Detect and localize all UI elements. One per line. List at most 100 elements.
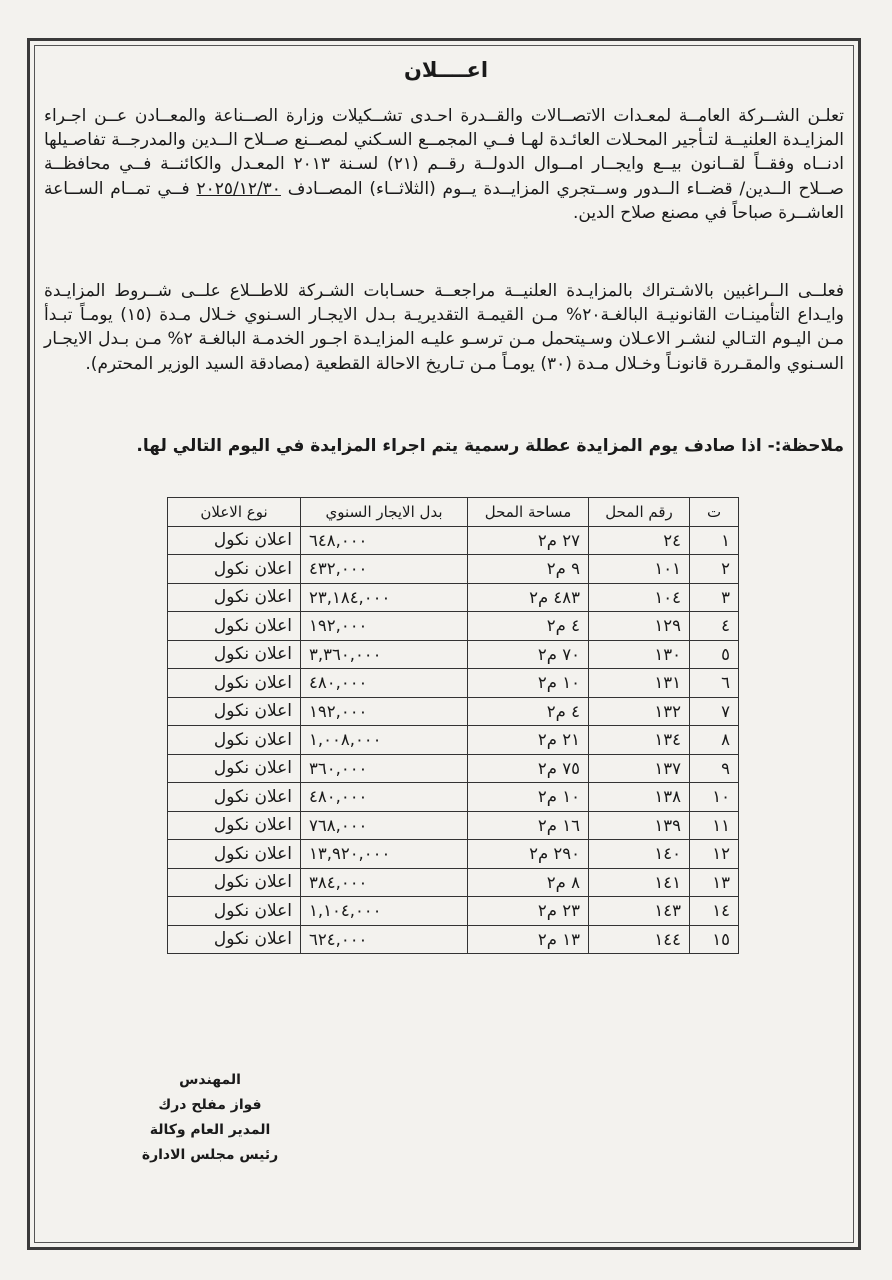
shop-area: ٤٨٣ م٢ <box>467 582 589 612</box>
row-index: ١ <box>689 525 739 555</box>
row-index: ١٥ <box>689 924 739 954</box>
table-row: ٤ ١٢٩ ٤ م٢ ١٩٢,٠٠٠ اعلان نكول <box>167 611 739 641</box>
shop-area: ١٠ م٢ <box>467 782 589 812</box>
shop-area: ٧٠ م٢ <box>467 639 589 669</box>
announcement-type: اعلان نكول <box>167 924 301 954</box>
annual-rent: ٣٨٤,٠٠٠ <box>300 867 468 897</box>
signature-block: المهندس فواز مفلح درك المدير العام وكالة… <box>110 1068 310 1168</box>
table-row: ١٢ ١٤٠ ٢٩٠ م٢ ١٣,٩٢٠,٠٠٠ اعلان نكول <box>167 839 739 869</box>
shop-area: ١٠ م٢ <box>467 668 589 698</box>
row-index: ٨ <box>689 725 739 755</box>
page-border-outer <box>27 38 861 1250</box>
announcement-type: اعلان نكول <box>167 896 301 926</box>
annual-rent: ١,٠٠٨,٠٠٠ <box>300 725 468 755</box>
shop-number: ١٠٤ <box>588 582 690 612</box>
shop-number: ١٤٠ <box>588 839 690 869</box>
header-shop-number: رقم المحل <box>588 497 690 527</box>
shops-table: ت رقم المحل مساحة المحل بدل الايجار السن… <box>167 497 739 954</box>
row-index: ١٤ <box>689 896 739 926</box>
shop-number: ١٣٤ <box>588 725 690 755</box>
paragraph-1-tail: فــي تمــام الســاعة العاشــرة صباحاً في… <box>44 178 844 223</box>
shop-number: ١٠١ <box>588 554 690 584</box>
annual-rent: ٣,٣٦٠,٠٠٠ <box>300 639 468 669</box>
announcement-type: اعلان نكول <box>167 810 301 840</box>
table-row: ٩ ١٣٧ ٧٥ م٢ ٣٦٠,٠٠٠ اعلان نكول <box>167 753 739 783</box>
row-index: ١٠ <box>689 782 739 812</box>
shop-area: ١٣ م٢ <box>467 924 589 954</box>
row-index: ٢ <box>689 554 739 584</box>
annual-rent: ١٣,٩٢٠,٠٠٠ <box>300 839 468 869</box>
row-index: ٧ <box>689 696 739 726</box>
shop-number: ١٤١ <box>588 867 690 897</box>
shop-area: ٢١ م٢ <box>467 725 589 755</box>
announcement-type: اعلان نكول <box>167 696 301 726</box>
table-row: ١١ ١٣٩ ١٦ م٢ ٧٦٨,٠٠٠ اعلان نكول <box>167 810 739 840</box>
table-row: ١٤ ١٤٣ ٢٣ م٢ ١,١٠٤,٠٠٠ اعلان نكول <box>167 896 739 926</box>
table-row: ١٣ ١٤١ ٨ م٢ ٣٨٤,٠٠٠ اعلان نكول <box>167 867 739 897</box>
shop-number: ١٣٠ <box>588 639 690 669</box>
annual-rent: ٤٨٠,٠٠٠ <box>300 782 468 812</box>
announcement-type: اعلان نكول <box>167 725 301 755</box>
shop-area: ٨ م٢ <box>467 867 589 897</box>
row-index: ٦ <box>689 668 739 698</box>
paragraph-1-text: تعلـن الشــركة العامــة لمعـدات الاتصــا… <box>44 106 845 199</box>
shop-area: ٧٥ م٢ <box>467 753 589 783</box>
header-shop-area: مساحة المحل <box>467 497 589 527</box>
announcement-type: اعلان نكول <box>167 582 301 612</box>
announcement-title: اعــــلان <box>403 58 489 82</box>
announcement-type: اعلان نكول <box>167 525 301 555</box>
signature-position: المدير العام وكالة <box>149 1122 271 1138</box>
shop-number: ١٤٤ <box>588 924 690 954</box>
annual-rent: ١,١٠٤,٠٠٠ <box>300 896 468 926</box>
table-row: ١٠ ١٣٨ ١٠ م٢ ٤٨٠,٠٠٠ اعلان نكول <box>167 782 739 812</box>
shop-area: ٢٣ م٢ <box>467 896 589 926</box>
row-index: ٤ <box>689 611 739 641</box>
annual-rent: ٦٢٤,٠٠٠ <box>300 924 468 954</box>
table-header-row: ت رقم المحل مساحة المحل بدل الايجار السن… <box>167 497 739 527</box>
announcement-type: اعلان نكول <box>167 782 301 812</box>
auction-date: ٢٠٢٥/١٢/٣٠ <box>196 178 281 199</box>
shop-area: ١٦ م٢ <box>467 810 589 840</box>
shop-number: ٢٤ <box>588 525 690 555</box>
header-announcement-type: نوع الاعلان <box>167 497 301 527</box>
row-index: ١١ <box>689 810 739 840</box>
header-annual-rent: بدل الايجار السنوي <box>300 497 468 527</box>
announcement-type: اعلان نكول <box>167 611 301 641</box>
row-index: ١٢ <box>689 839 739 869</box>
announcement-paragraph-1: تعلـن الشــركة العامــة لمعـدات الاتصــا… <box>44 104 844 225</box>
annual-rent: ٧٦٨,٠٠٠ <box>300 810 468 840</box>
page-border-inner <box>34 45 854 1243</box>
shop-number: ١٣٧ <box>588 753 690 783</box>
shop-area: ٢٩٠ م٢ <box>467 839 589 869</box>
table-row: ٦ ١٣١ ١٠ م٢ ٤٨٠,٠٠٠ اعلان نكول <box>167 668 739 698</box>
annual-rent: ٦٤٨,٠٠٠ <box>300 525 468 555</box>
signature-board: رئيس مجلس الادارة <box>141 1147 279 1163</box>
annual-rent: ٢٣,١٨٤,٠٠٠ <box>300 582 468 612</box>
announcement-type: اعلان نكول <box>167 753 301 783</box>
annual-rent: ١٩٢,٠٠٠ <box>300 696 468 726</box>
shop-area: ٤ م٢ <box>467 611 589 641</box>
shop-number: ١٤٣ <box>588 896 690 926</box>
shop-area: ٤ م٢ <box>467 696 589 726</box>
table-row: ١ ٢٤ ٢٧ م٢ ٦٤٨,٠٠٠ اعلان نكول <box>167 525 739 555</box>
row-index: ١٣ <box>689 867 739 897</box>
note: ملاحظة:- اذا صادف يوم المزايدة عطلة رسمي… <box>136 436 844 456</box>
announcement-type: اعلان نكول <box>167 639 301 669</box>
row-index: ٥ <box>689 639 739 669</box>
shop-number: ١٣٨ <box>588 782 690 812</box>
signature-title: المهندس <box>179 1072 241 1088</box>
annual-rent: ٤٣٢,٠٠٠ <box>300 554 468 584</box>
table-row: ٨ ١٣٤ ٢١ م٢ ١,٠٠٨,٠٠٠ اعلان نكول <box>167 725 739 755</box>
shop-number: ١٢٩ <box>588 611 690 641</box>
shop-number: ١٣١ <box>588 668 690 698</box>
shop-number: ١٣٢ <box>588 696 690 726</box>
signature-name: فواز مفلح درك <box>158 1097 262 1113</box>
table-row: ٧ ١٣٢ ٤ م٢ ١٩٢,٠٠٠ اعلان نكول <box>167 696 739 726</box>
shop-area: ٩ م٢ <box>467 554 589 584</box>
header-index: ت <box>689 497 739 527</box>
shop-area: ٢٧ م٢ <box>467 525 589 555</box>
table-row: ٣ ١٠٤ ٤٨٣ م٢ ٢٣,١٨٤,٠٠٠ اعلان نكول <box>167 582 739 612</box>
row-index: ٩ <box>689 753 739 783</box>
announcement-type: اعلان نكول <box>167 668 301 698</box>
table-row: ٥ ١٣٠ ٧٠ م٢ ٣,٣٦٠,٠٠٠ اعلان نكول <box>167 639 739 669</box>
